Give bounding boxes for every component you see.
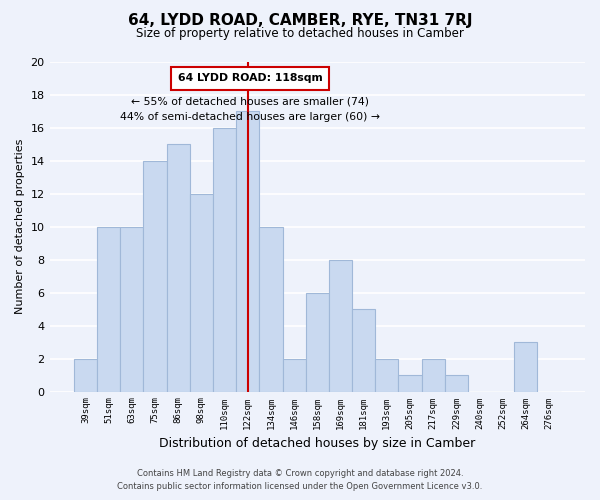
Bar [352,309,375,392]
Bar [213,128,236,392]
Bar [514,342,538,392]
Bar [236,111,259,392]
Y-axis label: Number of detached properties: Number of detached properties [15,139,25,314]
Text: ← 55% of detached houses are smaller (74)
44% of semi-detached houses are larger: ← 55% of detached houses are smaller (74… [121,96,380,122]
Text: Contains HM Land Registry data © Crown copyright and database right 2024.
Contai: Contains HM Land Registry data © Crown c… [118,469,482,491]
Bar [375,358,398,392]
Bar [167,144,190,392]
Bar [329,260,352,392]
Text: 64, LYDD ROAD, CAMBER, RYE, TN31 7RJ: 64, LYDD ROAD, CAMBER, RYE, TN31 7RJ [128,12,472,28]
Text: 64 LYDD ROAD: 118sqm: 64 LYDD ROAD: 118sqm [178,73,323,83]
Bar [97,226,120,392]
X-axis label: Distribution of detached houses by size in Camber: Distribution of detached houses by size … [159,437,475,450]
Bar [190,194,213,392]
Bar [445,375,468,392]
Bar [143,160,167,392]
Bar [283,358,305,392]
Bar [422,358,445,392]
Bar [398,375,422,392]
Bar [74,358,97,392]
Text: Size of property relative to detached houses in Camber: Size of property relative to detached ho… [136,28,464,40]
Bar [305,292,329,392]
Bar [259,226,283,392]
Bar [120,226,143,392]
